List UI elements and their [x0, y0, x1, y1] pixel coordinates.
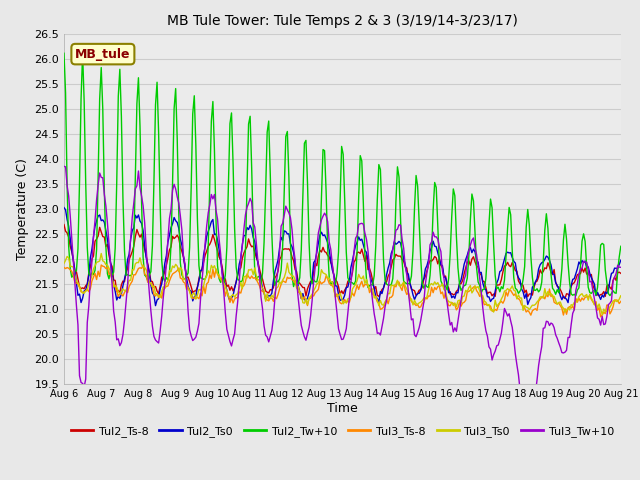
Title: MB Tule Tower: Tule Temps 2 & 3 (3/19/14-3/23/17): MB Tule Tower: Tule Temps 2 & 3 (3/19/14…	[167, 14, 518, 28]
Text: MB_tule: MB_tule	[75, 48, 131, 60]
Legend: Tul2_Ts-8, Tul2_Ts0, Tul2_Tw+10, Tul3_Ts-8, Tul3_Ts0, Tul3_Tw+10: Tul2_Ts-8, Tul2_Ts0, Tul2_Tw+10, Tul3_Ts…	[67, 422, 618, 442]
X-axis label: Time: Time	[327, 402, 358, 415]
Y-axis label: Temperature (C): Temperature (C)	[16, 158, 29, 260]
